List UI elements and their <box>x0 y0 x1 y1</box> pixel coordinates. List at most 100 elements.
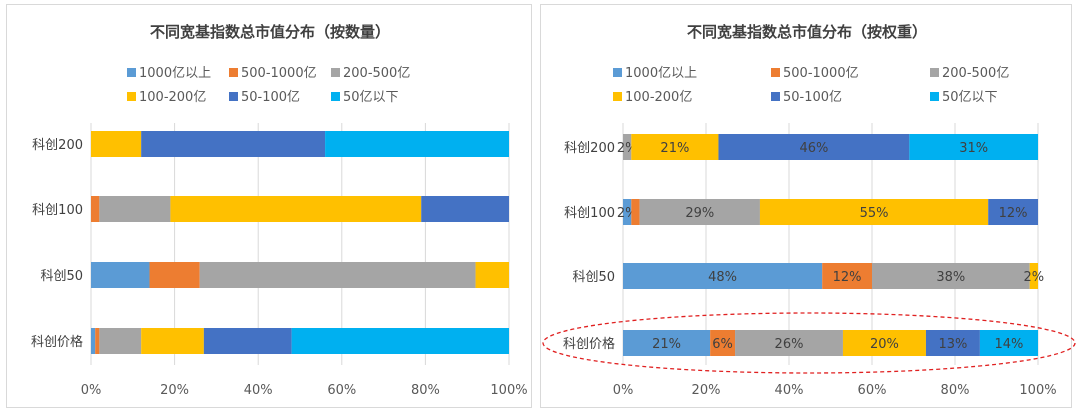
category-label: 科创100 <box>564 206 615 221</box>
stacked-bar-chart-by-count: 不同宽基指数总市值分布（按数量） 0% 20% 40% 60% 80% 100% 1000亿… <box>31 23 528 398</box>
category-label: 科创50 <box>572 270 615 285</box>
bar-segment <box>631 199 640 225</box>
bar-segment <box>149 262 200 288</box>
x-tick-label: 80% <box>411 383 440 398</box>
bar-segment <box>872 263 1030 289</box>
data-label: 21% <box>652 337 681 352</box>
data-label: 38% <box>936 270 965 285</box>
legend-swatch <box>771 92 780 101</box>
bar-segment <box>421 196 509 222</box>
data-label: 55% <box>860 206 889 221</box>
legend-swatch <box>331 68 340 77</box>
legend-label: 100-200亿 <box>139 90 206 105</box>
bar-segment <box>291 328 509 354</box>
legend-label: 200-500亿 <box>343 66 410 81</box>
chart-title: 不同宽基指数总市值分布（按权重） <box>687 23 927 41</box>
bar-segment <box>95 328 100 354</box>
bar-segment <box>822 263 872 289</box>
x-tick-label: 0% <box>613 383 634 398</box>
x-tick-label: 20% <box>160 383 189 398</box>
data-label: 48% <box>708 270 737 285</box>
category-label: 科创100 <box>32 203 83 218</box>
data-label: 13% <box>938 337 967 352</box>
bar-segment <box>909 134 1038 160</box>
data-label: 6% <box>712 337 733 352</box>
legend-label: 100-200亿 <box>625 90 692 105</box>
legend-label: 500-1000亿 <box>783 66 859 81</box>
x-tick-label: 40% <box>244 383 273 398</box>
bar-segment <box>141 131 326 157</box>
x-tick-label: 0% <box>81 383 102 398</box>
data-label: 31% <box>959 141 988 156</box>
bar-segment <box>91 262 150 288</box>
x-tick-label: 40% <box>775 383 804 398</box>
data-label: 21% <box>660 141 689 156</box>
bar-segment <box>99 196 171 222</box>
legend-swatch <box>613 92 622 101</box>
x-tick-label: 80% <box>941 383 970 398</box>
legend-swatch <box>127 92 136 101</box>
bar-segment <box>623 330 711 356</box>
bar-segment <box>623 263 823 289</box>
bar-segment <box>99 328 142 354</box>
legend-swatch <box>229 68 238 77</box>
category-label: 科创200 <box>564 141 615 156</box>
highlight-ellipse <box>542 312 1076 374</box>
bar-segment <box>735 330 843 356</box>
bar-segment <box>759 199 989 225</box>
data-label: 12% <box>833 270 862 285</box>
category-label: 科创价格 <box>563 336 615 352</box>
bar-segment <box>710 330 736 356</box>
legend-swatch <box>930 92 939 101</box>
legend-swatch <box>331 92 340 101</box>
bar-segment <box>170 196 422 222</box>
bar-segment <box>325 131 509 157</box>
bar-segment <box>623 199 632 225</box>
chart-title: 不同宽基指数总市值分布（按数量） <box>150 23 390 41</box>
data-label: 26% <box>775 337 804 352</box>
bar-segment <box>203 328 292 354</box>
legend-swatch <box>930 68 939 77</box>
legend-label: 50亿以下 <box>942 90 998 105</box>
legend-label: 1000亿以上 <box>139 66 211 81</box>
bar-segment <box>842 330 926 356</box>
bar-segment <box>1029 263 1038 289</box>
legend-label: 50-100亿 <box>241 90 300 105</box>
x-tick-label: 60% <box>858 383 887 398</box>
chart-panel-by-weight: 不同宽基指数总市值分布（按权重） 0% 20% 40% 60% 80% 100% 1000亿… <box>540 4 1076 408</box>
x-tick-label: 20% <box>692 383 721 398</box>
legend-swatch <box>229 92 238 101</box>
data-label: 12% <box>999 206 1028 221</box>
bar-segment <box>91 196 100 222</box>
legend-label: 50-100亿 <box>783 90 842 105</box>
bar-segment <box>979 330 1038 356</box>
bar-segment <box>141 328 204 354</box>
legend-label: 500-1000亿 <box>241 66 317 81</box>
data-label: 20% <box>870 337 899 352</box>
bar-segment <box>91 328 96 354</box>
category-label: 科创50 <box>40 269 83 284</box>
legend-label: 1000亿以上 <box>625 66 697 81</box>
bar-segment <box>631 134 719 160</box>
data-label: 46% <box>799 141 828 156</box>
legend-label: 200-500亿 <box>942 66 1009 81</box>
bar-segment <box>639 199 760 225</box>
x-tick-label: 100% <box>490 383 527 398</box>
category-label: 科创200 <box>32 138 83 153</box>
bar-segment <box>623 134 632 160</box>
legend-swatch <box>613 68 622 77</box>
data-label: 14% <box>994 337 1023 352</box>
chart-panel-by-count: 不同宽基指数总市值分布（按数量） 0% 20% 40% 60% 80% 100% 1000亿… <box>6 4 532 408</box>
x-tick-label: 100% <box>1019 383 1056 398</box>
legend-swatch <box>127 68 136 77</box>
x-tick-label: 60% <box>327 383 356 398</box>
bar-segment <box>475 262 509 288</box>
bar-segment <box>925 330 980 356</box>
legend-label: 50亿以下 <box>343 90 399 105</box>
bar-segment <box>91 131 142 157</box>
category-label: 科创价格 <box>31 334 83 350</box>
bar-segment <box>199 262 476 288</box>
bar-segment <box>718 134 910 160</box>
data-label: 2% <box>1024 270 1045 285</box>
